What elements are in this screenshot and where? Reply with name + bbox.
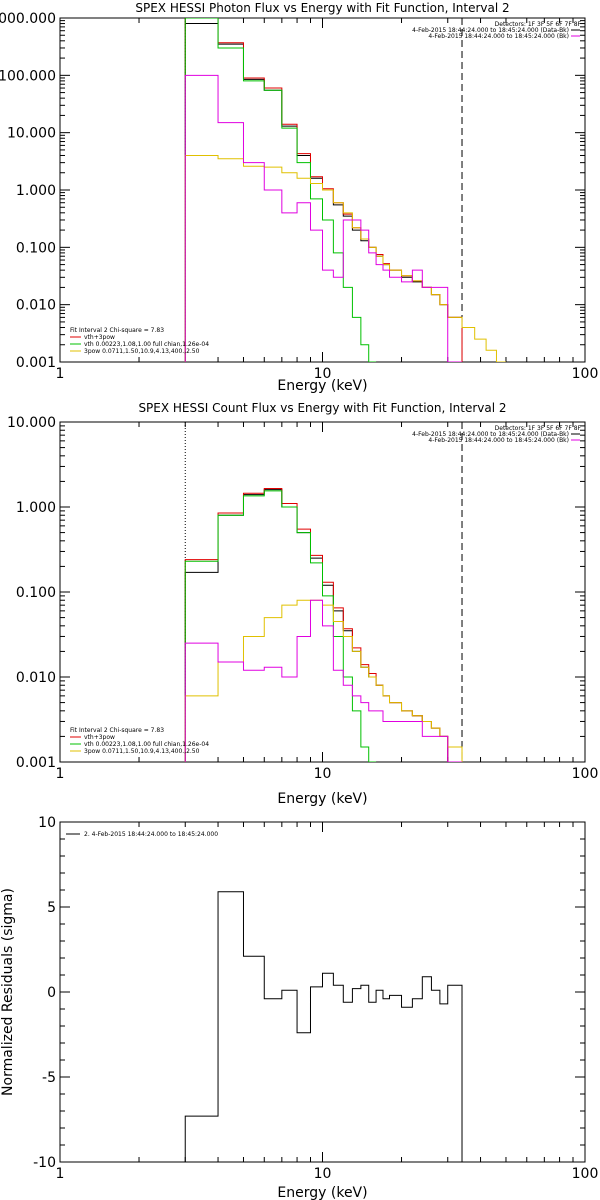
legend-top: Detectors: 1F 3F 5F 6F 7F 8F4-Feb-2015 1… [412,21,581,40]
x-tick-label: 1 [56,1166,65,1182]
series-line-5 [184,74,463,362]
legend-entry: 3pow 0.0711,1.50,10.9,4.13,400.,2.50 [84,748,200,755]
panel-3: Energy (keV) Normalized Residuals (sigma)… [0,815,598,1200]
series-group [184,18,506,362]
y-tick-label: 10.000 [7,126,56,142]
interval-markers [184,422,463,762]
legend-bottom: Fit Interval 2 Chi-square = 7.83vth+3pow… [70,727,209,755]
x-axis-label: Energy (keV) [277,791,367,807]
plot-frame [59,821,586,1163]
chart-title: SPEX HESSI Photon Flux vs Energy with Fi… [135,1,509,15]
legend-top: 2. 4-Feb-2015 18:44:24.000 to 18:45:24.0… [66,831,218,838]
y-axis-label: Normalized Residuals (sigma) [0,888,16,1096]
y-ticks: 0.001 0.010 0.100 1.000 10.000 [7,415,585,771]
x-ticks: 1 10 100 [56,18,599,382]
series-line-1 [184,891,463,1162]
x-tick-label: 100 [572,1166,599,1182]
y-ticks: -10 -5 0 5 10 [33,815,585,1171]
legend-entry: 4-Feb-2015 18:44:24.000 to 18:45:24.000 … [428,33,569,40]
legend-entry: Detectors: 1F 3F 5F 6F 7F 8F [495,21,582,28]
y-tick-label: -5 [42,1070,56,1086]
series-line-1 [184,23,463,362]
x-tick-label: 1 [56,366,65,382]
x-axis-label: Energy (keV) [277,1185,367,1200]
legend-entry: vth+3pow [84,734,115,741]
series-group [184,488,463,762]
panel-1: SPEX HESSI Photon Flux vs Energy with Fi… [0,1,598,394]
legend-entry: vth 0.00223,1.08,1.00 full chian,1.26e-0… [84,341,209,348]
x-tick-label: 100 [572,366,599,382]
series-line-3 [184,490,377,762]
y-tick-label: 0.100 [16,240,56,256]
y-tick-label: 100.000 [0,68,56,84]
y-ticks: 0.001 0.010 0.100 1.000 10.000 100.000 1000.00… [0,11,585,371]
x-ticks: 1 10 100 [56,822,599,1182]
x-tick-label: 100 [572,766,599,782]
y-tick-label: 0.100 [16,585,56,601]
legend-entry: 4-Feb-2015 18:44:24.000 to 18:45:24.000 … [412,431,569,438]
y-tick-label: 10.000 [7,415,56,431]
legend-entry: Detectors: 1F 3F 5F 6F 7F 8F [495,425,582,432]
y-tick-label: 0.010 [16,670,56,686]
y-tick-label: 0 [47,985,56,1001]
legend-entry: 2. 4-Feb-2015 18:44:24.000 to 18:45:24.0… [84,831,218,838]
y-tick-label: 1.000 [16,183,56,199]
y-tick-label: 0.001 [16,755,56,771]
legend-bottom: Fit Interval 2 Chi-square = 7.83vth+3pow… [70,327,209,355]
legend-fit-info: Fit Interval 2 Chi-square = 7.83 [70,727,164,734]
x-axis-label: Energy (keV) [277,378,367,394]
panel-2: SPEX HESSI Count Flux vs Energy with Fit… [7,401,598,807]
legend-top: Detectors: 1F 3F 5F 6F 7F 8F4-Feb-2015 1… [412,425,581,444]
legend-entry: 4-Feb-2015 18:44:24.000 to 18:45:24.000 … [428,437,569,444]
series-line-4 [184,154,506,362]
x-tick-label: 10 [314,366,332,382]
series-line-5 [184,599,463,762]
series-line-3 [184,18,377,362]
x-tick-label: 10 [314,766,332,782]
legend-entry: 3pow 0.0711,1.50,10.9,4.13,400.,2.50 [84,348,200,355]
x-tick-label: 10 [314,1166,332,1182]
legend-entry: vth 0.00223,1.08,1.00 full chian,1.26e-0… [84,741,209,748]
y-tick-label: 0.010 [16,298,56,314]
x-tick-label: 1 [56,766,65,782]
y-tick-label: 1.000 [16,500,56,516]
y-tick-label: 0.001 [16,355,56,371]
legend-entry: 4-Feb-2015 18:44:24.000 to 18:45:24.000 … [412,27,569,34]
y-tick-label: -10 [33,1155,56,1171]
y-tick-label: 5 [47,900,56,916]
y-tick-label: 10 [38,815,56,831]
legend-fit-info: Fit Interval 2 Chi-square = 7.83 [70,327,164,334]
chart-title: SPEX HESSI Count Flux vs Energy with Fit… [138,401,506,415]
series-group [184,891,463,1162]
series-line-4 [184,599,463,762]
legend-entry: vth+3pow [84,334,115,341]
